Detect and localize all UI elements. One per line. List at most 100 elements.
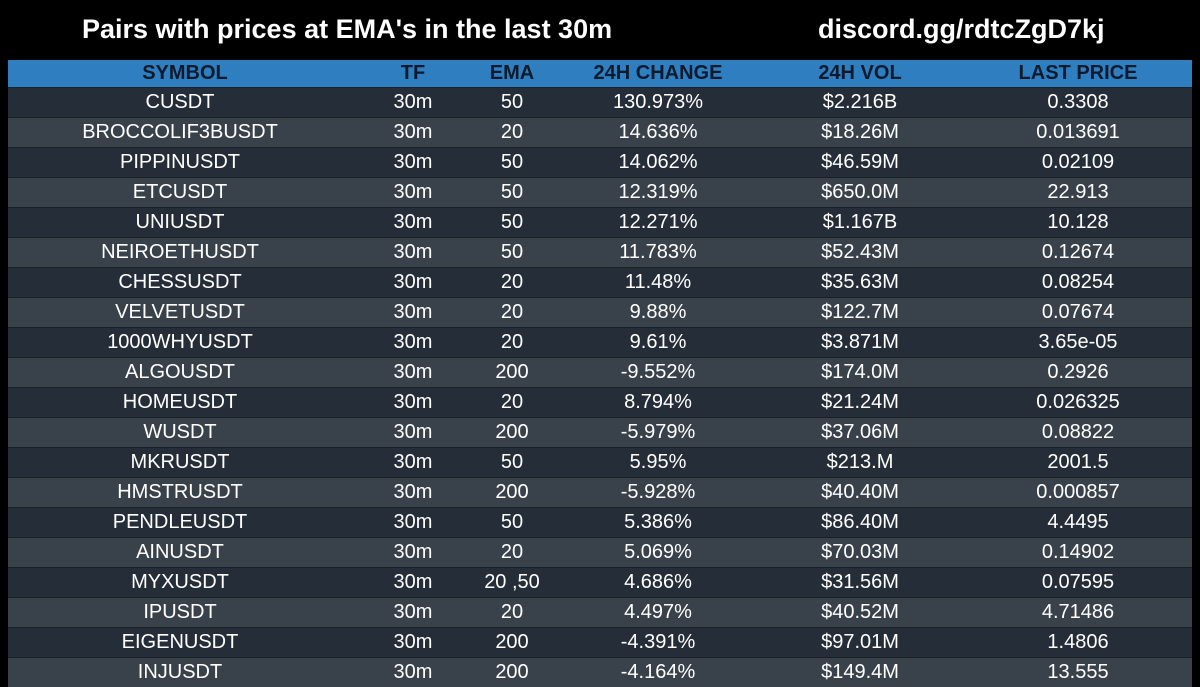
change-cell: 5.95% (560, 448, 756, 478)
price-cell: 10.128 (964, 208, 1192, 238)
change-cell: -5.979% (560, 418, 756, 448)
ema-cell: 200 (464, 418, 560, 448)
change-cell: 5.069% (560, 538, 756, 568)
tf-cell: 30m (362, 298, 464, 328)
volume-cell: $86.40M (756, 508, 964, 538)
tf-cell: 30m (362, 328, 464, 358)
symbol-cell: BROCCOLIF3BUSDT (8, 118, 362, 148)
symbol-cell: MYXUSDT (8, 568, 362, 598)
column-header-24h-change: 24H CHANGE (560, 60, 756, 88)
ema-cell: 20 (464, 328, 560, 358)
tf-cell: 30m (362, 448, 464, 478)
ema-cell: 50 (464, 178, 560, 208)
volume-cell: $21.24M (756, 388, 964, 418)
title-bar: Pairs with prices at EMA's in the last 3… (0, 0, 1200, 62)
symbol-cell: PIPPINUSDT (8, 148, 362, 178)
symbol-cell: CUSDT (8, 88, 362, 118)
ema-cell: 50 (464, 238, 560, 268)
price-cell: 0.026325 (964, 388, 1192, 418)
price-cell: 0.02109 (964, 148, 1192, 178)
tf-cell: 30m (362, 508, 464, 538)
change-cell: 11.783% (560, 238, 756, 268)
price-cell: 0.3308 (964, 88, 1192, 118)
change-cell: 12.319% (560, 178, 756, 208)
ema-cell: 20 ,50 (464, 568, 560, 598)
symbol-cell: IPUSDT (8, 598, 362, 628)
change-cell: -4.164% (560, 658, 756, 687)
symbol-cell: 1000WHYUSDT (8, 328, 362, 358)
change-cell: 8.794% (560, 388, 756, 418)
volume-cell: $3.871M (756, 328, 964, 358)
symbol-cell: ETCUSDT (8, 178, 362, 208)
ema-cell: 50 (464, 208, 560, 238)
ema-cell: 50 (464, 88, 560, 118)
tf-cell: 30m (362, 418, 464, 448)
volume-cell: $46.59M (756, 148, 964, 178)
change-cell: 12.271% (560, 208, 756, 238)
tf-cell: 30m (362, 538, 464, 568)
tf-cell: 30m (362, 628, 464, 658)
ema-cell: 50 (464, 448, 560, 478)
column-header-ema: EMA (464, 60, 560, 88)
volume-cell: $52.43M (756, 238, 964, 268)
column-header-24h-vol: 24H VOL (756, 60, 964, 88)
tf-cell: 30m (362, 658, 464, 687)
change-cell: 4.686% (560, 568, 756, 598)
price-cell: 0.07674 (964, 298, 1192, 328)
symbol-cell: VELVETUSDT (8, 298, 362, 328)
column-header-tf: TF (362, 60, 464, 88)
discord-link[interactable]: discord.gg/rdtcZgD7kj (818, 14, 1105, 45)
ema-cell: 20 (464, 538, 560, 568)
price-cell: 0.2926 (964, 358, 1192, 388)
price-cell: 3.65e-05 (964, 328, 1192, 358)
ema-cell: 50 (464, 508, 560, 538)
volume-cell: $37.06M (756, 418, 964, 448)
price-cell: 0.000857 (964, 478, 1192, 508)
symbol-cell: INJUSDT (8, 658, 362, 687)
tf-cell: 30m (362, 118, 464, 148)
ema-cell: 20 (464, 268, 560, 298)
price-cell: 1.4806 (964, 628, 1192, 658)
symbol-cell: WUSDT (8, 418, 362, 448)
change-cell: 130.973% (560, 88, 756, 118)
volume-cell: $149.4M (756, 658, 964, 687)
ema-cell: 200 (464, 478, 560, 508)
ema-cell: 50 (464, 148, 560, 178)
price-cell: 2001.5 (964, 448, 1192, 478)
tf-cell: 30m (362, 478, 464, 508)
ema-cell: 20 (464, 598, 560, 628)
tf-cell: 30m (362, 268, 464, 298)
tf-cell: 30m (362, 238, 464, 268)
symbol-cell: MKRUSDT (8, 448, 362, 478)
change-cell: -5.928% (560, 478, 756, 508)
volume-cell: $31.56M (756, 568, 964, 598)
price-cell: 0.08254 (964, 268, 1192, 298)
page-title: Pairs with prices at EMA's in the last 3… (82, 14, 612, 45)
column-header-last-price: LAST PRICE (964, 60, 1192, 88)
ema-cell: 20 (464, 298, 560, 328)
price-cell: 22.913 (964, 178, 1192, 208)
change-cell: 9.61% (560, 328, 756, 358)
volume-cell: $1.167B (756, 208, 964, 238)
price-cell: 0.08822 (964, 418, 1192, 448)
volume-cell: $213.M (756, 448, 964, 478)
price-cell: 0.12674 (964, 238, 1192, 268)
price-cell: 0.013691 (964, 118, 1192, 148)
volume-cell: $2.216B (756, 88, 964, 118)
volume-cell: $40.52M (756, 598, 964, 628)
change-cell: -9.552% (560, 358, 756, 388)
